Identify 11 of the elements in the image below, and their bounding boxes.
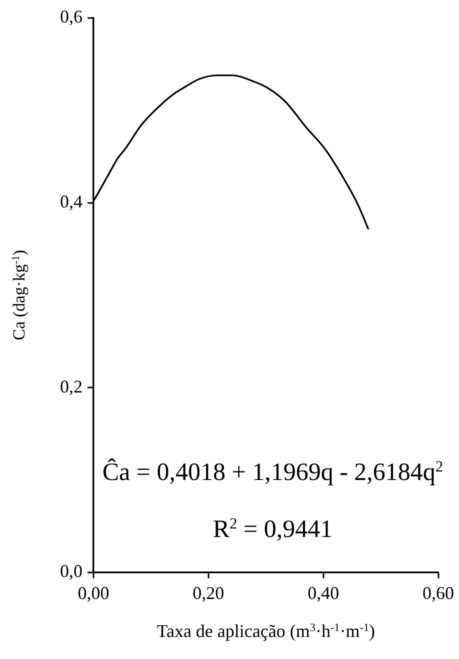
y-tick-label: 0,2	[60, 376, 82, 396]
x-tick-label: 0,60	[422, 582, 454, 603]
y-tick-label: 0,4	[60, 192, 82, 212]
y-tick-label: 0,6	[60, 6, 82, 27]
annotation: R$^{2}$ = 0,9441	[212, 515, 333, 544]
annotation: Ĉa = 0,4018 + 1,1969q - 2,6184q$^{2}$	[102, 458, 444, 486]
y-tick-label: 0,0	[60, 561, 82, 582]
x-tick-label: 0,00	[78, 582, 110, 603]
x-axis-title: Taxa de aplicação (m$^{3}$·h$^{-1}$·m$^{-1}$)	[156, 621, 376, 642]
x-tick-label: 0,20	[192, 582, 224, 603]
x-tick-label: 0,40	[308, 582, 340, 603]
